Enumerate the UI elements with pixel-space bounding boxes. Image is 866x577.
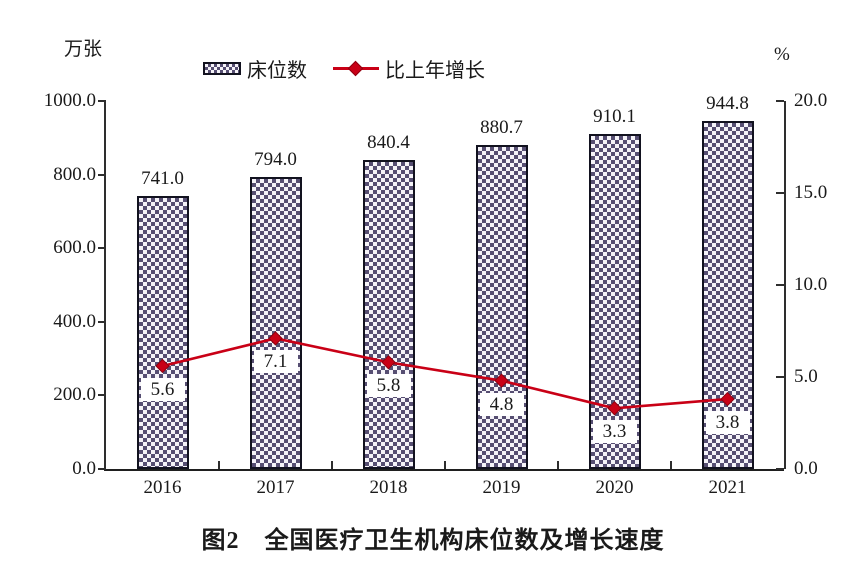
right-axis-tick-label: 10.0	[794, 274, 828, 295]
left-axis-tick	[98, 468, 106, 470]
category-label-2016: 2016	[143, 477, 182, 498]
right-axis-tick	[776, 192, 784, 194]
bar-2021	[701, 121, 754, 469]
legend-label-beds: 床位数	[247, 60, 307, 82]
bar-2020	[588, 134, 641, 469]
bar-value-label-2016: 741.0	[141, 168, 184, 190]
left-axis-tick-label: 600.0	[53, 237, 96, 259]
x-axis-tick	[444, 461, 446, 469]
x-axis-tick	[670, 461, 672, 469]
right-axis-tick	[776, 100, 784, 102]
x-axis-tick	[557, 461, 559, 469]
left-axis-tick-label: 200.0	[53, 384, 96, 406]
bar-2017	[249, 176, 302, 469]
left-axis-unit-label: 万张	[64, 39, 103, 60]
left-axis-tick-label: 0.0	[72, 458, 96, 479]
category-label-2019: 2019	[482, 477, 521, 498]
bar-2019	[475, 144, 528, 469]
bar-value-label-2021: 944.8	[706, 93, 749, 115]
growth-value-label-2016: 5.6	[140, 377, 185, 401]
growth-value-label-2017: 7.1	[253, 350, 298, 374]
right-axis-tick	[776, 376, 784, 378]
growth-value-label-2019: 4.8	[479, 392, 524, 416]
right-axis-tick-label: 5.0	[794, 366, 818, 387]
left-axis-tick-label: 1000.0	[43, 90, 96, 111]
left-axis-tick	[98, 320, 106, 323]
growth-line	[162, 337, 728, 410]
bar-value-label-2018: 840.4	[367, 131, 410, 153]
bar-pattern-swatch-icon	[203, 62, 241, 75]
category-label-2018: 2018	[369, 477, 408, 498]
right-axis-line	[784, 101, 786, 469]
legend-label-growth: 比上年增长	[385, 60, 485, 82]
bar-value-label-2019: 880.7	[480, 116, 523, 138]
x-axis-tick	[218, 461, 220, 469]
left-axis-tick	[98, 247, 106, 250]
left-axis-tick	[98, 394, 106, 397]
growth-value-label-2021: 3.8	[705, 411, 750, 435]
category-label-2021: 2021	[708, 477, 747, 498]
plot-area: 0.0 200.0 400.0 600.0 800.0 1000.0 0.0 5.0 10.0 1…	[44, 91, 828, 499]
category-label-2017: 2017	[256, 477, 295, 498]
right-axis-tick-label: 20.0	[794, 90, 828, 111]
x-axis-tick	[331, 461, 333, 469]
bar-2016	[136, 196, 189, 469]
bar-2018	[362, 159, 415, 469]
growth-value-label-2018: 5.8	[366, 374, 411, 398]
right-axis-unit-label: %	[774, 44, 790, 65]
left-axis-tick	[98, 173, 106, 176]
growth-line-layer	[155, 331, 735, 416]
legend-item-beds: 床位数	[203, 54, 307, 83]
bar-value-label-2020: 910.1	[593, 106, 636, 128]
left-axis-tick-label: 800.0	[53, 163, 96, 185]
right-axis-tick	[776, 468, 784, 470]
left-axis-tick-label: 400.0	[53, 310, 96, 332]
legend: 床位数 比上年增长	[203, 54, 485, 83]
growth-value-label-2020: 3.3	[592, 420, 637, 444]
chart-title: 图2 全国医疗卫生机构床位数及增长速度	[201, 528, 665, 554]
left-axis-tick	[98, 100, 106, 102]
right-axis-tick	[776, 284, 784, 286]
right-axis-tick-label: 15.0	[794, 182, 828, 203]
legend-item-growth: 比上年增长	[333, 54, 485, 83]
bar-value-label-2017: 794.0	[254, 148, 297, 170]
category-label-2020: 2020	[595, 477, 634, 498]
right-axis-tick-label: 0.0	[794, 458, 818, 479]
line-marker-swatch-icon	[333, 60, 379, 77]
